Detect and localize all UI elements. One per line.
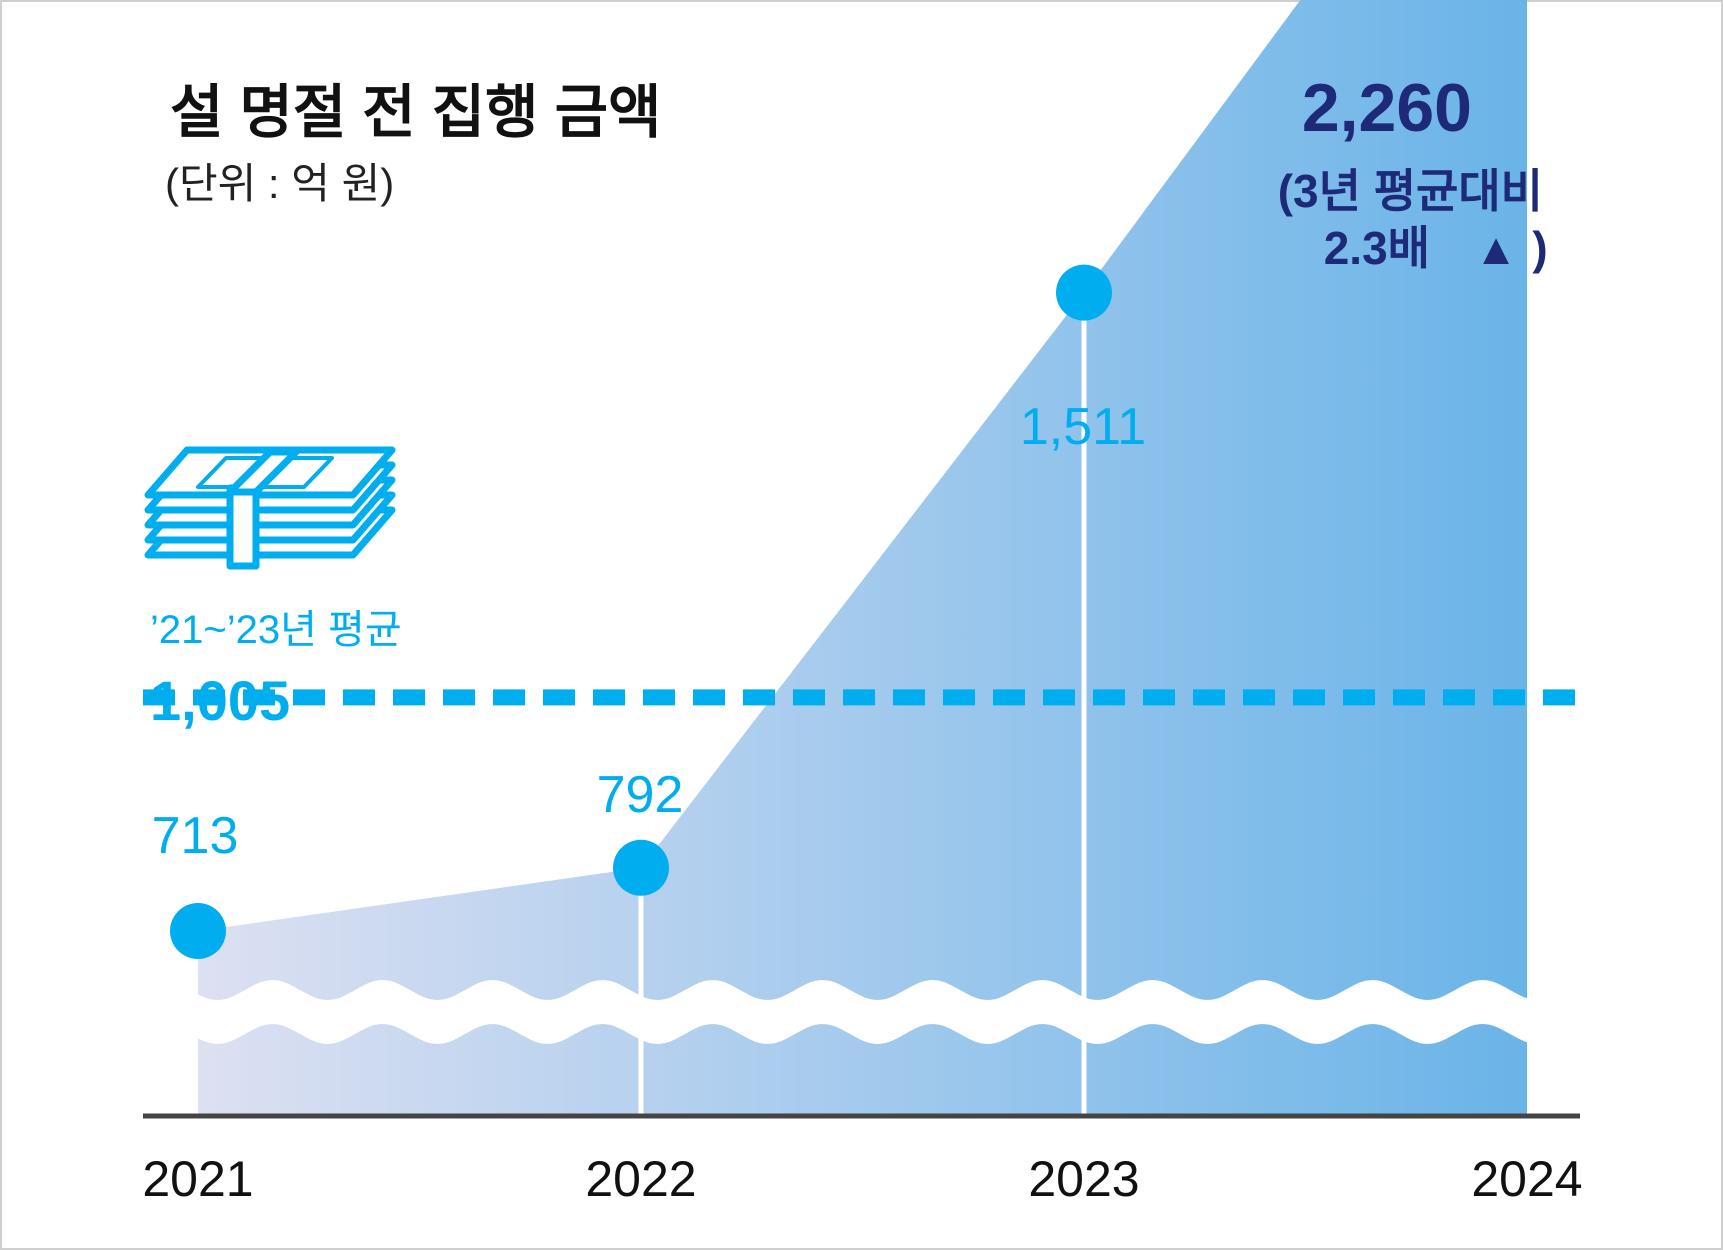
data-label-2022: 792 [597, 766, 684, 824]
money-stack-icon [144, 446, 396, 570]
average-value-label: 1,005 [150, 669, 290, 732]
data-points [170, 264, 1112, 959]
x-tick-label-2021: 2021 [142, 1151, 253, 1207]
chart-title: 설 명절 전 집행 금액 [170, 80, 661, 145]
data-point-2023 [1056, 264, 1112, 321]
data-point-2021 [170, 903, 226, 959]
data-label-2021: 713 [152, 807, 239, 865]
data-point-2022 [613, 839, 669, 896]
x-tick-label-2023: 2023 [1028, 1151, 1139, 1207]
vertical-guide-lines [638, 292, 1087, 1114]
highlight-note-line2: 2.3배 [1324, 222, 1430, 274]
chart-subtitle: (단위 : 억 원) [165, 160, 394, 207]
average-label: ’21~’23년 평균 [150, 608, 402, 652]
x-tick-label-2022: 2022 [585, 1151, 696, 1207]
data-label-2023: 1,511 [1020, 398, 1146, 456]
up-arrow-icon: ▲ [1474, 225, 1518, 274]
highlight-note-close: ) [1532, 222, 1547, 274]
highlight-note-line1: (3년 평균대비 [1278, 165, 1543, 217]
area-fill [198, 0, 1527, 1116]
x-tick-label-2024: 2024 [1471, 1151, 1582, 1207]
axis-break-wave [190, 980, 1540, 1044]
data-label-2024: 2,260 [1302, 70, 1472, 146]
